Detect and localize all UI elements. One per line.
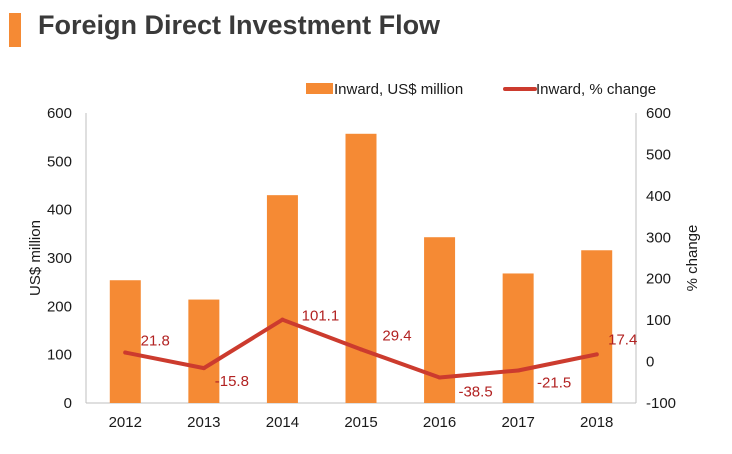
right-tick-label: 600	[646, 105, 671, 122]
right-axis-title: % change	[684, 225, 701, 292]
data-label-2017: -21.5	[537, 374, 571, 391]
x-tick-label: 2014	[266, 414, 299, 431]
data-label-2013: -15.8	[215, 373, 249, 390]
left-tick-label: 600	[47, 105, 72, 122]
line-point-2016	[437, 375, 442, 380]
x-tick-label: 2015	[344, 414, 377, 431]
line-point-2012	[123, 350, 128, 355]
title-accent-bar	[9, 13, 21, 47]
legend-line-label: Inward, % change	[536, 81, 656, 98]
right-tick-label: 300	[646, 229, 671, 246]
data-label-2014: 101.1	[302, 308, 340, 325]
right-tick-label: 500	[646, 146, 671, 163]
bar-2018	[581, 250, 613, 403]
legend-bar-swatch	[306, 83, 333, 94]
left-tick-label: 400	[47, 202, 72, 219]
data-label-2016: -38.5	[458, 384, 492, 401]
right-tick-label: 200	[646, 271, 671, 288]
bar-2012	[109, 280, 141, 403]
line-point-2015	[359, 347, 363, 352]
x-tick-label: 2017	[501, 414, 534, 431]
x-tick-label: 2012	[109, 414, 142, 431]
left-tick-label: 300	[47, 250, 72, 267]
left-tick-label: 200	[47, 298, 72, 315]
line-point-2017	[516, 368, 521, 373]
right-tick-label: 400	[646, 188, 671, 205]
x-tick-label: 2013	[187, 414, 220, 431]
left-axis-title: US$ million	[27, 220, 44, 296]
x-tick-label: 2018	[580, 414, 613, 431]
line-point-2018	[594, 352, 599, 357]
chart-title: Foreign Direct Investment Flow	[38, 10, 441, 40]
right-tick-label: 100	[646, 312, 671, 329]
right-tick-label: 0	[646, 354, 654, 371]
data-label-2015: 29.4	[382, 327, 411, 344]
line-point-2013	[201, 366, 206, 371]
bar-2014	[266, 195, 298, 403]
left-tick-label: 0	[64, 395, 72, 412]
bar-2015	[345, 133, 377, 404]
bar-2013	[188, 299, 220, 403]
right-tick-label: -100	[646, 395, 676, 412]
legend-bar-label: Inward, US$ million	[334, 81, 463, 98]
bar-2017	[502, 273, 534, 403]
line-point-2014	[280, 317, 285, 322]
data-label-2012: 21.8	[141, 333, 170, 350]
data-label-2018: 17.4	[608, 331, 637, 348]
left-tick-label: 500	[47, 153, 72, 170]
left-tick-label: 100	[47, 347, 72, 364]
x-tick-label: 2016	[423, 414, 456, 431]
